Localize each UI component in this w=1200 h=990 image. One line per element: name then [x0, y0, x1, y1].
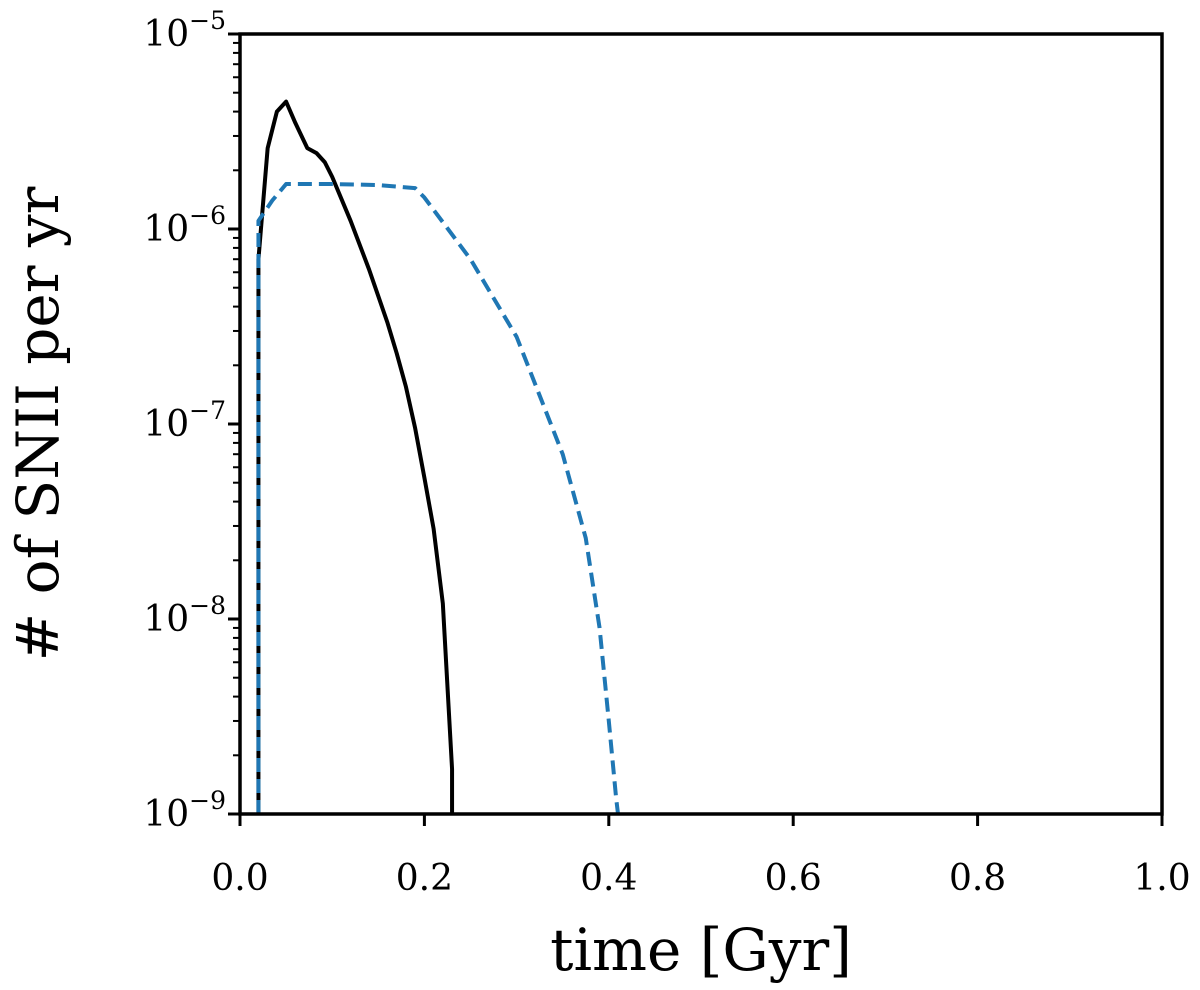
- x-axis-label: time [Gyr]: [550, 916, 852, 984]
- x-tick-label: 1.0: [1133, 858, 1190, 899]
- x-tick-label: 0.4: [580, 858, 637, 899]
- x-tick-label: 0.6: [765, 858, 822, 899]
- y-tick-label: 10−9: [143, 786, 226, 835]
- y-tick-label: 10−7: [143, 396, 226, 445]
- y-tick-label: 10−5: [143, 6, 226, 55]
- y-axis-label: # of SNII per yr: [4, 186, 72, 661]
- x-tick-label: 0.8: [949, 858, 1006, 899]
- series-layer: [256, 99, 621, 815]
- y-axis: 10−9 10−8 10−7 10−6 10−5: [143, 6, 240, 835]
- plot-frame: [238, 32, 1164, 816]
- series-line-2: [256, 182, 621, 815]
- x-tick-label: 0.0: [211, 858, 268, 899]
- x-axis: 0.0 0.2 0.4 0.6 0.8 1.0: [211, 814, 1191, 899]
- y-tick-label: 10−6: [143, 201, 226, 250]
- x-tick-label: 0.2: [396, 858, 453, 899]
- series-line-1: [256, 99, 455, 814]
- y-tick-label: 10−8: [143, 591, 226, 640]
